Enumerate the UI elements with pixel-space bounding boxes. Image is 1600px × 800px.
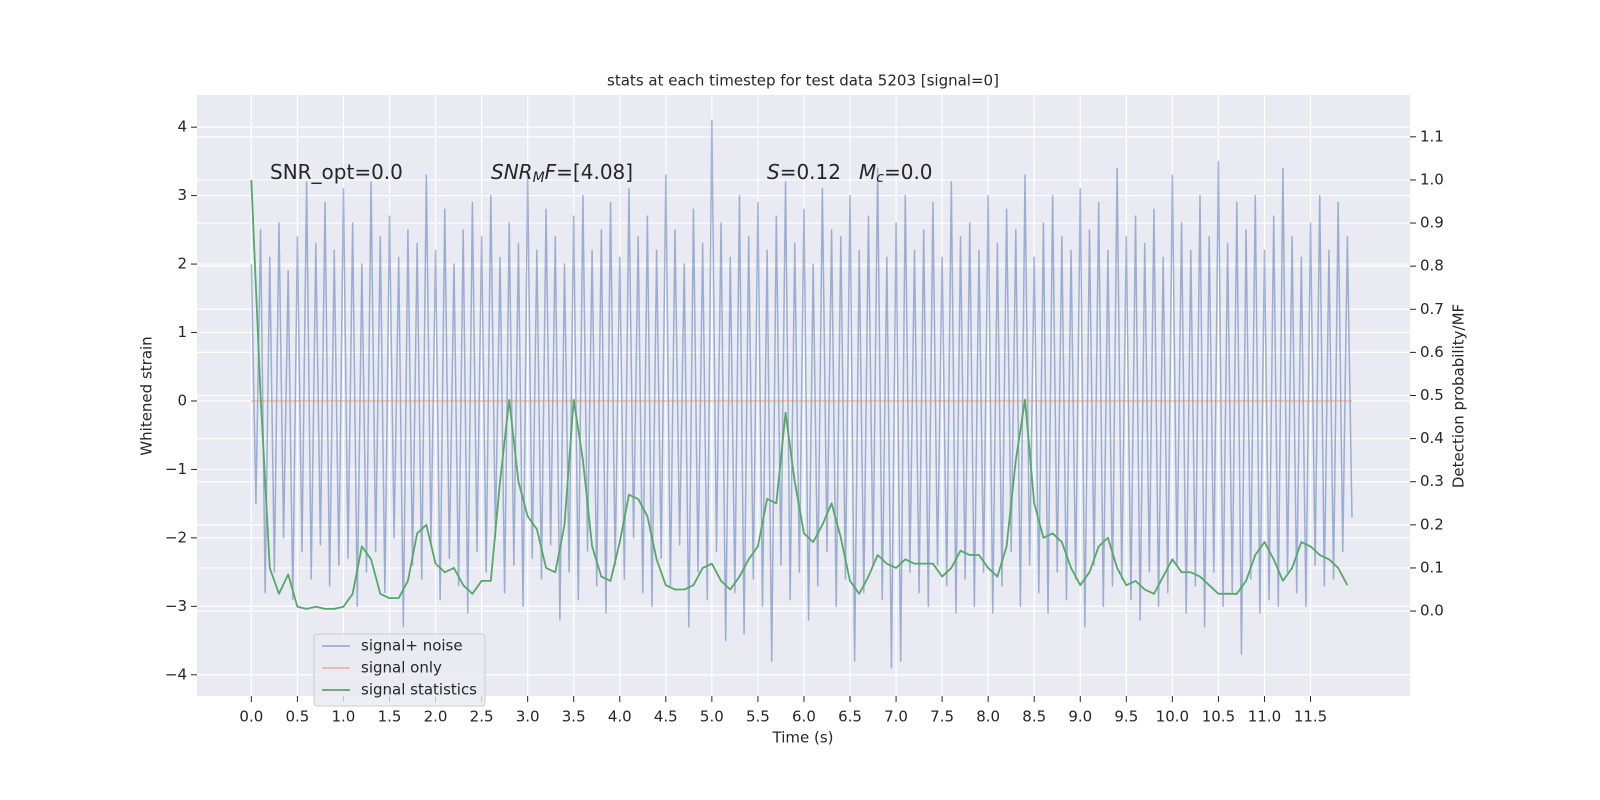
y-tick-label: 4 — [177, 118, 187, 136]
x-tick-label: 1.5 — [378, 708, 402, 726]
y-tick-label: 3 — [177, 186, 187, 204]
y2-tick-label: 0.7 — [1420, 300, 1444, 318]
annotation-part: S — [767, 160, 780, 184]
annotation-part: F — [545, 160, 557, 184]
y2-tick-label: 0.8 — [1420, 257, 1444, 275]
y2-tick-label: 1.0 — [1420, 170, 1444, 188]
y-tick-label: 2 — [177, 255, 187, 273]
x-tick-label: 2.5 — [470, 708, 494, 726]
x-tick-label: 9.5 — [1114, 708, 1138, 726]
x-tick-label: 4.5 — [654, 708, 678, 726]
y-tick-label: −4 — [165, 665, 187, 683]
y2-tick-label: 0.6 — [1420, 343, 1444, 361]
x-tick-label: 10.5 — [1202, 708, 1235, 726]
annotation: Mc=0.0 — [859, 160, 933, 187]
legend-box — [313, 633, 486, 707]
y-tick-label: −3 — [165, 597, 187, 615]
x-tick-label: 3.0 — [516, 708, 540, 726]
marks — [250, 119, 1353, 669]
y-tick-label: −1 — [165, 460, 187, 478]
annotation: SNR_opt=0.0 — [270, 160, 403, 184]
x-tick-label: 0.5 — [285, 708, 309, 726]
y2-tick-label: 1.1 — [1420, 127, 1444, 145]
x-tick-label: 4.0 — [608, 708, 632, 726]
y-tick-label: 1 — [177, 323, 187, 341]
annotation-part: c — [876, 170, 884, 186]
annotation-part: M — [533, 170, 545, 186]
x-tick-label: 6.0 — [792, 708, 816, 726]
x-tick-label: 7.0 — [884, 708, 908, 726]
x-tick-label: 10.0 — [1156, 708, 1189, 726]
y2-tick-label: 0.9 — [1420, 214, 1444, 232]
legend-label: signal only — [361, 659, 442, 677]
y2-tick-label: 0.3 — [1420, 472, 1444, 490]
annotation-part: =[4.08] — [556, 160, 633, 184]
legend-label: signal statistics — [361, 681, 477, 699]
x-tick-label: 6.5 — [838, 708, 862, 726]
legend-label: signal+ noise — [361, 637, 463, 655]
legend: signal+ noise signal only signal statistic… — [313, 633, 486, 707]
series-line — [250, 179, 1349, 610]
x-tick-label: 8.0 — [976, 708, 1000, 726]
x-tick-label: 7.5 — [930, 708, 954, 726]
x-tick-label: 2.0 — [424, 708, 448, 726]
x-tick-label: 11.0 — [1248, 708, 1281, 726]
x-tick-label: 3.5 — [562, 708, 586, 726]
series-line — [250, 119, 1353, 669]
y2-axis-label: Detection probability/MF — [1450, 304, 1468, 488]
x-tick-label: 11.5 — [1294, 708, 1327, 726]
y-tick-label: −2 — [165, 528, 187, 546]
y2-tick-label: 0.5 — [1420, 386, 1444, 404]
x-axis-label: Time (s) — [772, 729, 834, 747]
x-tick-label: 0.0 — [239, 708, 263, 726]
annotation-part: =0.12 — [780, 160, 841, 184]
x-tick-label: 9.0 — [1068, 708, 1092, 726]
y2-tick-label: 0.2 — [1420, 515, 1444, 533]
y2-tick-label: 0.0 — [1420, 602, 1444, 620]
x-tick-label: 5.0 — [700, 708, 724, 726]
annotation: SNRMF=[4.08] — [491, 160, 633, 187]
chart-title: stats at each timestep for test data 520… — [607, 72, 999, 90]
annotation-part: =0.0 — [884, 160, 933, 184]
x-tick-label: 1.0 — [332, 708, 356, 726]
annotation-part: M — [859, 160, 876, 184]
y2-tick-label: 0.4 — [1420, 429, 1444, 447]
y-axis-label: Whitened strain — [138, 336, 156, 455]
y-tick-label: 0 — [177, 391, 187, 409]
y2-tick-label: 0.1 — [1420, 558, 1444, 576]
x-tick-label: 8.5 — [1022, 708, 1046, 726]
annotation: S=0.12 — [767, 160, 841, 184]
annotation-part: SNR_opt=0.0 — [270, 160, 403, 184]
annotation-part: SNR — [491, 160, 533, 184]
x-tick-label: 5.5 — [746, 708, 770, 726]
